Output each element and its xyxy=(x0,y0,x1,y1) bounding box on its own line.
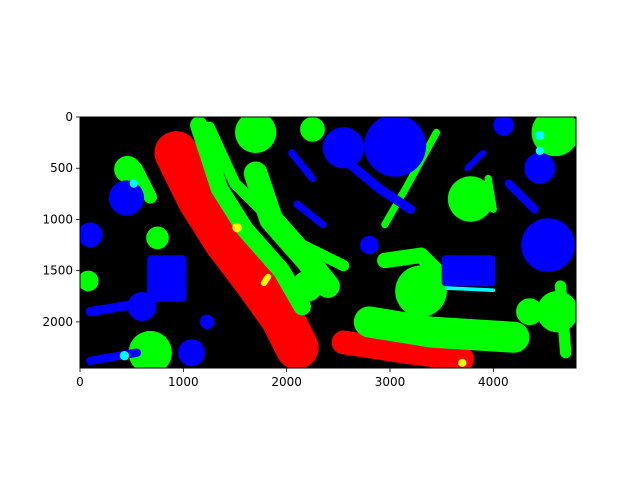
x-tick-label: 0 xyxy=(76,375,84,389)
mask-region-blue xyxy=(288,149,317,183)
mask-region-blue xyxy=(322,127,365,169)
mask-region-green xyxy=(128,330,172,368)
mask-region-green xyxy=(146,226,169,250)
mask-region-blue xyxy=(86,348,141,365)
mask-region-cyan xyxy=(535,130,545,141)
mask-region-green xyxy=(516,298,543,326)
mask-region-red xyxy=(331,330,475,368)
mask-region-green xyxy=(381,128,441,229)
mask-region-blue xyxy=(199,314,215,330)
mask-region-green xyxy=(190,117,311,316)
y-tick-label: 1500 xyxy=(42,264,73,278)
mask-region-yellow xyxy=(260,273,272,287)
mask-region-green xyxy=(80,270,99,292)
mask-region-green xyxy=(554,280,572,359)
x-tick-label: 4000 xyxy=(478,375,509,389)
mask-region-green xyxy=(531,117,576,157)
mask-region-blue xyxy=(344,158,416,214)
mask-region-cyan xyxy=(445,286,496,292)
mask-region-green xyxy=(235,117,277,154)
mask-region-red xyxy=(154,131,319,368)
y-axis: 0 500 1000 1500 2000 xyxy=(42,110,80,329)
x-tick-label: 3000 xyxy=(375,375,406,389)
mask-region-blue xyxy=(108,180,145,216)
mask-region-blue xyxy=(441,255,496,287)
mask-region-blue xyxy=(521,218,575,272)
y-tick-label: 2000 xyxy=(42,315,73,329)
mask-region-green xyxy=(377,247,445,279)
mask-region-blue xyxy=(80,222,103,248)
mask-region-blue xyxy=(364,117,427,177)
mask-region-green xyxy=(484,174,497,213)
mask-region-green xyxy=(243,161,340,298)
mask-region-cyan xyxy=(119,351,130,361)
mask-region-blue xyxy=(493,117,514,136)
mask-region-blue xyxy=(464,149,487,172)
mask-region-green xyxy=(129,161,157,204)
y-tick-label: 0 xyxy=(65,110,73,124)
y-tick-label: 500 xyxy=(50,161,73,175)
mask-region-yellow xyxy=(458,358,467,368)
mask-region-cyan xyxy=(129,179,138,188)
x-tick-label: 1000 xyxy=(168,375,199,389)
plot-frame xyxy=(79,116,577,369)
mask-region-blue xyxy=(147,255,187,302)
y-tick-label: 1000 xyxy=(42,212,73,226)
mask-region-blue xyxy=(360,235,379,255)
mask-region-blue xyxy=(504,179,539,214)
x-tick-label: 2000 xyxy=(271,375,302,389)
mask-region-blue xyxy=(127,292,157,321)
mask-regions xyxy=(80,117,576,368)
mask-region-green xyxy=(353,306,530,353)
mask-region-cyan xyxy=(535,146,544,155)
mask-region-green xyxy=(447,176,494,222)
mask-region-yellow xyxy=(232,222,242,233)
x-axis: 0 1000 2000 3000 4000 xyxy=(76,368,509,389)
mask-region-green xyxy=(395,265,447,317)
mask-region-blue xyxy=(524,152,556,184)
mask-region-green xyxy=(291,270,323,302)
mask-region-blue xyxy=(293,200,327,229)
mask-region-green xyxy=(300,117,325,142)
mask-region-blue xyxy=(178,339,206,367)
